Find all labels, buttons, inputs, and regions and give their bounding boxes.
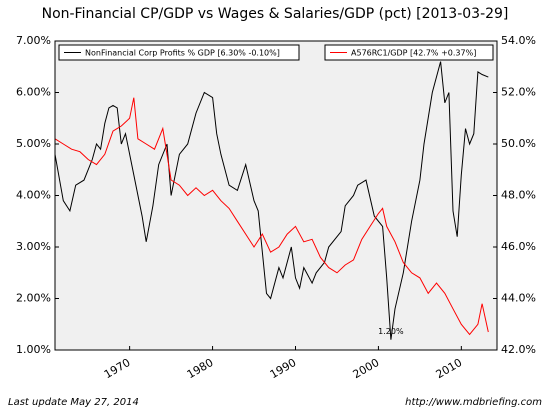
y2-tick-label: 42.0% (501, 343, 536, 356)
footer-right: http://www.mdbriefing.com (405, 397, 542, 408)
y2-tick-label: 52.0% (501, 86, 536, 99)
y-tick-label: 4.00% (16, 189, 51, 202)
y-tick-label: 1.00% (16, 343, 51, 356)
x-tick-label: 1990 (268, 356, 299, 381)
annotation: 1.20% (378, 327, 404, 336)
series-line (54, 61, 489, 340)
x-tick-label: 1980 (185, 356, 216, 381)
plot-frame (54, 40, 498, 351)
y2-tick-label: 50.0% (501, 137, 536, 150)
x-tick-label: 2010 (434, 356, 465, 381)
series-line (54, 97, 489, 336)
y2-tick-label: 48.0% (501, 189, 536, 202)
y-tick-label: 3.00% (16, 240, 51, 253)
legend-label: NonFinancial Corp Profits % GDP [6.30% -… (85, 49, 280, 58)
legend-box (58, 44, 300, 61)
y2-tick-label: 44.0% (501, 292, 536, 305)
plot-area (55, 41, 497, 350)
footer-left: Last update May 27, 2014 (8, 397, 139, 408)
y2-tick-label: 54.0% (501, 34, 536, 47)
y-tick-label: 6.00% (16, 86, 51, 99)
x-tick-label: 2000 (351, 356, 382, 381)
x-tick-label: 1970 (102, 356, 133, 381)
y2-tick-label: 46.0% (501, 240, 536, 253)
y-tick-label: 2.00% (16, 292, 51, 305)
y-tick-label: 5.00% (16, 137, 51, 150)
y-tick-label: 7.00% (16, 34, 51, 47)
legend-label: A576RC1/GDP [42.7% +0.37%] (351, 49, 476, 58)
chart-title: Non-Financial CP/GDP vs Wages & Salaries… (42, 6, 509, 22)
legend-box (324, 44, 494, 61)
